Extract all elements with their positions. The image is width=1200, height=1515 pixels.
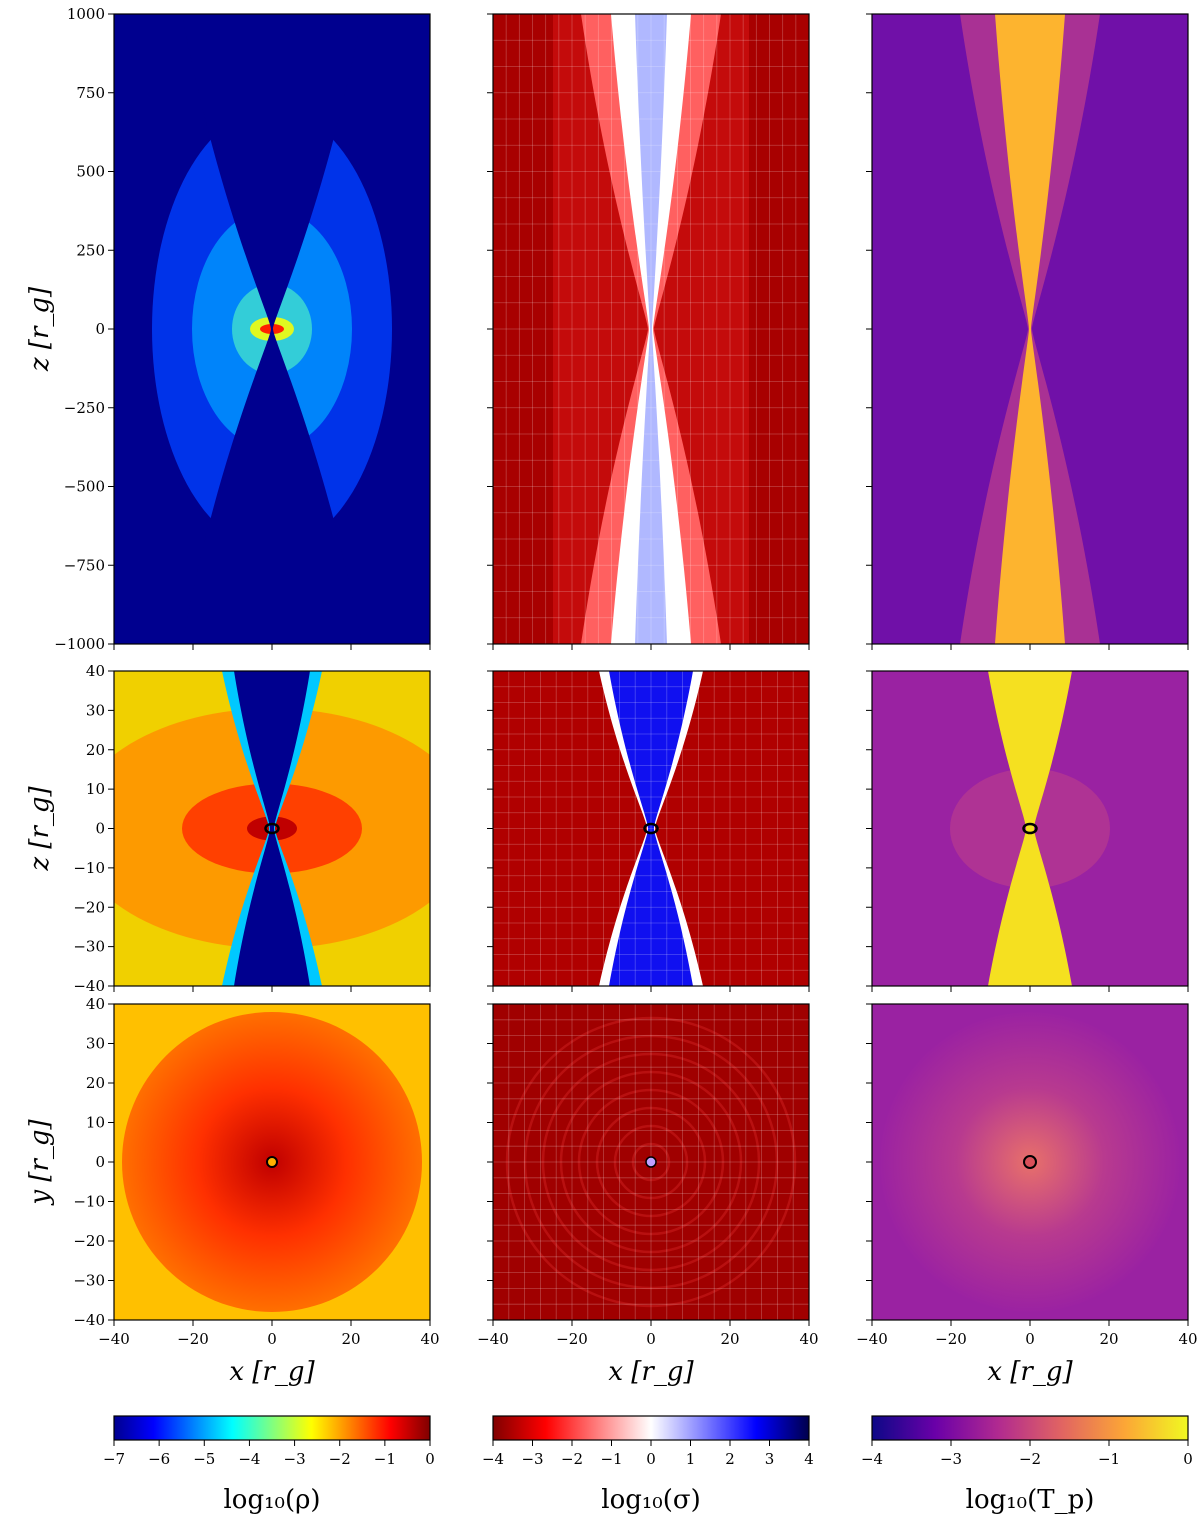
colorbar-tick-label: 4 <box>804 1450 814 1468</box>
heatmap-panel-bottom-3 <box>871 1003 1189 1321</box>
colorbar-tick-label: −7 <box>103 1450 125 1468</box>
y-tick-label: −40 <box>73 977 105 995</box>
x-tick-label: 40 <box>799 1330 818 1348</box>
heatmap-panel-top-3 <box>871 13 1189 645</box>
y-tick-label: 20 <box>86 741 105 759</box>
colorbar-tick-label: −3 <box>284 1450 306 1468</box>
colorbar-tick-label: 0 <box>646 1450 656 1468</box>
colorbar-2: −4 −3 −2 −1 0 1 2 3 4 log₁₀(σ) <box>482 1415 814 1515</box>
y-tick-label: 1000 <box>67 5 105 23</box>
x-tick-label: 20 <box>1099 1330 1118 1348</box>
heatmap-panel-middle-3 <box>871 670 1189 987</box>
horizon-marker <box>1022 822 1038 835</box>
y-tick-label: 750 <box>76 84 105 102</box>
colorbar-tick-label: −1 <box>1098 1450 1120 1468</box>
y-tick-label: 0 <box>95 1153 105 1171</box>
heatmap-panel-middle-1 <box>113 670 431 987</box>
y-tick-label: 10 <box>86 780 105 798</box>
colorbar-tick-label: 0 <box>1183 1450 1193 1468</box>
colorbar-tick-label: 0 <box>425 1450 435 1468</box>
heatmap-panel-bottom-1 <box>113 1003 431 1321</box>
colorbar-tick-label: −4 <box>482 1450 504 1468</box>
x-tick-label: 0 <box>267 1330 277 1348</box>
x-axis-label: x [r_g] <box>608 1357 694 1387</box>
y-tick-label: 20 <box>86 1074 105 1092</box>
x-tick-label: 40 <box>1178 1330 1197 1348</box>
x-tick-label: −40 <box>477 1330 509 1348</box>
x-tick-label: 20 <box>720 1330 739 1348</box>
colorbar-tick-label: −1 <box>374 1450 396 1468</box>
heatmap-panel-top-2 <box>492 13 810 645</box>
colorbar-label: log₁₀(σ) <box>601 1485 701 1515</box>
y-tick-label: −40 <box>73 1311 105 1329</box>
x-tick-label: −20 <box>556 1330 588 1348</box>
heatmap-panel-bottom-2 <box>492 1003 810 1321</box>
colorbar-1: −7 −6 −5 −4 −3 −2 −1 0 log₁₀(ρ) <box>103 1415 435 1515</box>
colorbar-tick-label: −1 <box>600 1450 622 1468</box>
x-tick-label: 0 <box>1025 1330 1035 1348</box>
y-tick-label: −750 <box>64 556 105 574</box>
heatmap-panel-top-1 <box>113 13 431 645</box>
colorbar-tick-label: −2 <box>1019 1450 1041 1468</box>
y-tick-label: 40 <box>86 995 105 1013</box>
x-tick-label: 20 <box>341 1330 360 1348</box>
y-tick-label: −10 <box>73 1193 105 1211</box>
colorbars: −7 −6 −5 −4 −3 −2 −1 0 log₁₀(ρ) −4 −3 −2 −1 0 1 2 3 4 log₁… <box>103 1415 1193 1515</box>
y-tick-label: −20 <box>73 898 105 916</box>
y-tick-label: 0 <box>95 820 105 838</box>
y-tick-label: −10 <box>73 859 105 877</box>
colorbar-tick-label: −2 <box>561 1450 583 1468</box>
y-axis-label: z [r_g] <box>25 785 55 871</box>
y-axis-label: z [r_g] <box>25 286 55 372</box>
x-tick-label: −20 <box>935 1330 967 1348</box>
y-tick-label: −30 <box>73 1272 105 1290</box>
y-tick-label: 500 <box>76 163 105 181</box>
colorbar-3: −4 −3 −2 −1 0 log₁₀(T_p) <box>861 1415 1193 1515</box>
y-axis-label: y [r_g] <box>25 1118 55 1205</box>
colorbar-tick-label: 1 <box>686 1450 696 1468</box>
panels <box>113 13 1189 1321</box>
colorbar-tick-label: 3 <box>765 1450 775 1468</box>
y-tick-label: −20 <box>73 1232 105 1250</box>
colorbar-tick-label: −3 <box>521 1450 543 1468</box>
x-tick-label: −40 <box>98 1330 130 1348</box>
y-tick-label: 10 <box>86 1114 105 1132</box>
heatmap-panel-middle-2 <box>492 670 810 987</box>
colorbar-label: log₁₀(ρ) <box>223 1485 320 1515</box>
x-axis-label: x [r_g] <box>987 1357 1073 1387</box>
colorbar-tick-label: −5 <box>193 1450 215 1468</box>
colorbar-tick-label: −2 <box>329 1450 351 1468</box>
x-axis-label: x [r_g] <box>229 1357 315 1387</box>
x-tick-label: 0 <box>646 1330 656 1348</box>
y-tick-label: 30 <box>86 1035 105 1053</box>
horizon-marker <box>264 822 280 835</box>
colorbar-tick-label: −6 <box>148 1450 170 1468</box>
y-tick-label: 250 <box>76 241 105 259</box>
colorbar-tick-label: −4 <box>238 1450 260 1468</box>
colorbar-tick-label: −4 <box>861 1450 883 1468</box>
y-tick-label: 40 <box>86 662 105 680</box>
y-tick-label: −500 <box>64 478 105 496</box>
colorbar-label: log₁₀(T_p) <box>966 1485 1095 1515</box>
y-tick-label: 30 <box>86 701 105 719</box>
x-tick-label: 40 <box>420 1330 439 1348</box>
y-tick-label: 0 <box>95 320 105 338</box>
y-tick-label: −250 <box>64 399 105 417</box>
y-tick-label: −30 <box>73 938 105 956</box>
colorbar-tick-label: −3 <box>940 1450 962 1468</box>
colorbar-tick-label: 2 <box>725 1450 735 1468</box>
y-tick-label: −1000 <box>54 635 105 653</box>
horizon-marker <box>643 822 659 835</box>
x-tick-label: −20 <box>177 1330 209 1348</box>
x-tick-label: −40 <box>856 1330 888 1348</box>
